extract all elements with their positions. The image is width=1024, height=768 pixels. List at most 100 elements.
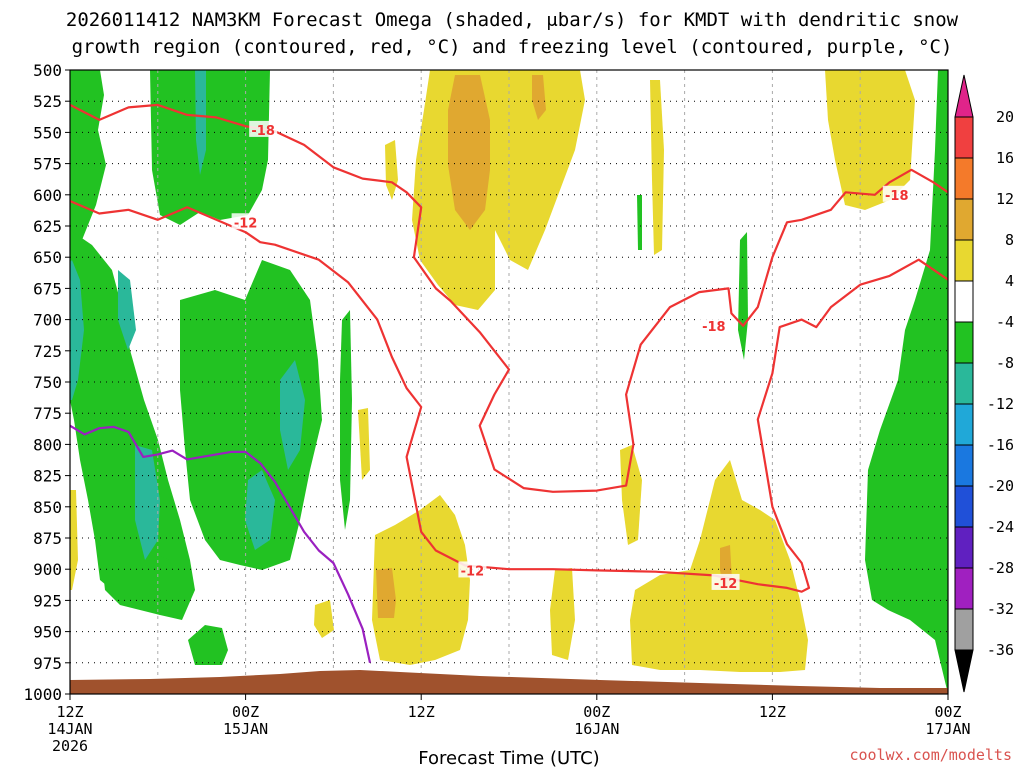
contour-dendritic-18-c [70,103,948,493]
colorbar-box [954,567,974,610]
x-tick-label: 14JAN [47,720,92,738]
y-tick-label: 600 [33,186,62,205]
contour-label-bg [699,316,728,333]
orange-region-upper-2 [532,75,546,120]
y-tick-label: 825 [33,467,62,486]
green-region-mid-lower [180,260,322,570]
colorbar-label: 12 [996,190,1014,208]
omega-teal-regions [70,70,305,560]
colorbar-label: 16 [996,149,1014,167]
y-tick-label: 550 [33,123,62,142]
x-tick-label: 12Z [759,703,786,721]
colorbar-box [954,239,974,282]
contour-label: -18 [885,189,909,204]
colorbar-box [954,403,974,446]
x-tick-label: 17JAN [925,720,970,738]
colorbar-label: -36 [987,641,1014,659]
colorbar-label: -28 [987,559,1014,577]
y-tick-label: 900 [33,560,62,579]
y-tick-label: 525 [33,92,62,111]
contour-freezing-level-0-c [70,424,372,664]
y-tick-label: 975 [33,654,62,673]
contour-label-bg [231,213,260,230]
colorbar-box [954,485,974,528]
teal-region-left-3 [135,445,160,560]
contour-label-bg [711,573,740,590]
green-region-right [865,70,948,694]
x-tick-label: 12Z [56,703,83,721]
colorbar: 20 16 12 8 4 -4 -8 -12 -16 -20 -24 -28 -32 -36 [954,74,1014,693]
yellow-region-bottom-left-2 [70,490,78,590]
teal-region-mid-1 [195,70,206,175]
colorbar-box [954,280,974,323]
y-axis: 500 525 550 575 600 625 650 675 700 725 750 775 800 8… [23,61,70,704]
contour-label: -12 [461,564,485,579]
contour-label-bg [882,185,911,202]
colorbar-box [954,116,974,159]
x-tick-label: 15JAN [223,720,268,738]
contour-label-bg [458,561,487,578]
y-tick-label: 775 [33,404,62,423]
colorbar-box [954,362,974,405]
colorbar-bottom-arrow [954,649,974,693]
contour-label: -12 [714,577,738,592]
y-tick-label: 700 [33,311,62,330]
colorbar-label: -12 [987,395,1014,413]
x-tick-label: 00Z [934,703,961,721]
colorbar-label: -24 [987,518,1014,536]
colorbar-box [954,198,974,241]
contour-label: -18 [702,320,726,335]
colorbar-label: 4 [1005,272,1014,290]
colorbar-label: -4 [996,313,1014,331]
yellow-region-bottom-left-1 [314,600,334,638]
y-tick-label: 625 [33,217,62,236]
yellow-region-upper-right [825,70,915,210]
y-tick-label: 650 [33,248,62,267]
contour-label: -18 [251,124,275,139]
colorbar-label: -16 [987,436,1014,454]
x-tick-label: 00Z [232,703,259,721]
y-tick-label: 500 [33,61,62,80]
colorbar-label: -8 [996,354,1014,372]
credit-link[interactable]: coolwx.com/modelts [849,746,1012,764]
yellow-region-bottom-mid [550,568,575,660]
contour-label-bg [249,120,278,137]
y-tick-label: 950 [33,623,62,642]
y-tick-label: 1000 [23,685,62,704]
yellow-region-lower-center [372,495,470,665]
chart-title-line2: growth region (contoured, red, °C) and f… [72,36,953,58]
terrain-ground [70,670,948,694]
omega-orange-regions [376,75,732,618]
plot-area: -18 -12 -18 -12 -18 -12 [70,70,948,694]
green-region-left-lower [70,230,195,620]
teal-region-left-2 [118,270,136,350]
yellow-region-strip-2 [650,80,664,255]
y-tick-label: 850 [33,498,62,517]
teal-region-mid-3 [280,360,305,470]
green-region-mid-upper [150,70,270,225]
x-tick-label: 00Z [583,703,610,721]
x-axis-label: Forecast Time (UTC) [418,748,599,768]
yellow-region-mid-right-1 [620,445,642,545]
omega-green-regions [70,70,948,694]
y-tick-label: 925 [33,591,62,610]
green-region-left-bottom-1 [100,545,180,615]
x-tick-label: 16JAN [574,720,619,738]
colorbar-top-arrow [954,74,974,118]
y-tick-label: 800 [33,435,62,454]
grid-lines [70,70,948,694]
colorbar-label: 8 [1005,231,1014,249]
colorbar-box [954,608,974,651]
green-region-bottom-blob [188,625,228,665]
orange-region-lower [376,568,396,618]
teal-region-left-1 [70,260,84,400]
colorbar-label: -32 [987,600,1014,618]
contour-lines [70,103,948,664]
contour-labels: -18 -12 -18 -12 -18 -12 [231,120,911,592]
green-region-narrow-strip-2 [637,195,642,250]
y-tick-label: 725 [33,342,62,361]
colorbar-box [954,321,974,364]
green-region-narrow-strip-3 [738,232,748,360]
